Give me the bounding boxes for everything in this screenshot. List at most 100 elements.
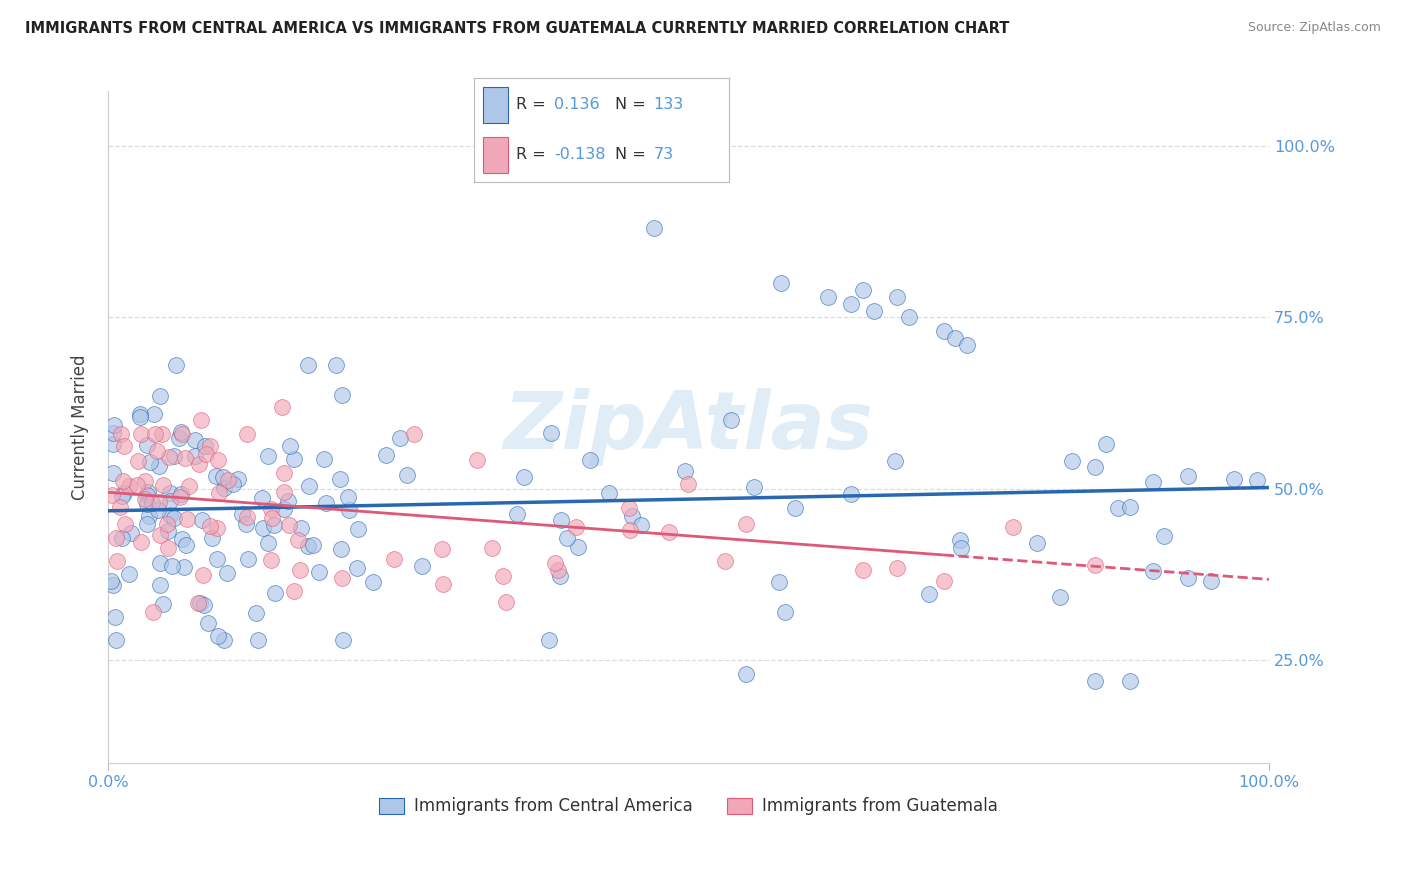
- Point: [465, 453, 488, 467]
- Point: [184, 449, 207, 463]
- Point: [100, 574, 122, 588]
- Point: [297, 539, 319, 553]
- Point: [148, 458, 170, 473]
- Point: [315, 495, 337, 509]
- Point: [312, 452, 335, 467]
- Point: [287, 533, 309, 548]
- Point: [325, 359, 347, 373]
- Point: [148, 494, 170, 508]
- Point: [170, 425, 193, 439]
- Point: [297, 359, 319, 373]
- Point: [112, 486, 135, 500]
- Point: [332, 632, 354, 647]
- Point: [839, 297, 862, 311]
- Point: [720, 413, 742, 427]
- Point: [851, 563, 873, 577]
- Point: [949, 541, 972, 555]
- Point: [163, 511, 186, 525]
- Point: [658, 524, 681, 539]
- Point: [187, 457, 209, 471]
- Point: [277, 518, 299, 533]
- Point: [157, 524, 180, 538]
- Point: [330, 571, 353, 585]
- Point: [1002, 520, 1025, 534]
- Point: [152, 597, 174, 611]
- Point: [886, 561, 908, 575]
- Point: [886, 290, 908, 304]
- Point: [1084, 558, 1107, 573]
- Point: [283, 451, 305, 466]
- Point: [173, 450, 195, 465]
- Point: [101, 467, 124, 481]
- Point: [150, 427, 173, 442]
- Point: [565, 520, 588, 534]
- Point: [547, 563, 569, 577]
- Text: Source: ZipAtlas.com: Source: ZipAtlas.com: [1247, 21, 1381, 35]
- Point: [169, 487, 191, 501]
- Point: [374, 448, 396, 462]
- Point: [302, 538, 325, 552]
- Point: [176, 512, 198, 526]
- Point: [156, 541, 179, 556]
- Point: [118, 566, 141, 581]
- Point: [143, 427, 166, 442]
- Point: [538, 632, 561, 647]
- Point: [101, 578, 124, 592]
- Point: [166, 359, 188, 373]
- Point: [194, 440, 217, 454]
- Point: [336, 490, 359, 504]
- Point: [120, 526, 142, 541]
- Point: [337, 503, 360, 517]
- Point: [252, 521, 274, 535]
- Point: [100, 488, 122, 502]
- Point: [157, 450, 180, 464]
- Point: [163, 450, 186, 464]
- Text: ZipAtlas: ZipAtlas: [503, 388, 873, 467]
- Point: [1107, 500, 1129, 515]
- Point: [104, 531, 127, 545]
- Point: [138, 485, 160, 500]
- Point: [543, 556, 565, 570]
- Point: [839, 487, 862, 501]
- Point: [148, 503, 170, 517]
- Point: [567, 541, 589, 555]
- Point: [346, 561, 368, 575]
- Point: [128, 410, 150, 425]
- Point: [134, 491, 156, 506]
- Point: [363, 575, 385, 590]
- Point: [252, 491, 274, 506]
- Point: [617, 501, 640, 516]
- Point: [141, 496, 163, 510]
- Point: [1025, 536, 1047, 550]
- Point: [235, 516, 257, 531]
- Point: [222, 477, 245, 491]
- Point: [138, 508, 160, 523]
- Point: [775, 605, 797, 619]
- Point: [949, 533, 972, 547]
- Point: [205, 469, 228, 483]
- Point: [506, 508, 529, 522]
- Point: [932, 324, 955, 338]
- Point: [205, 521, 228, 535]
- Point: [540, 425, 562, 440]
- Point: [555, 531, 578, 545]
- Point: [235, 509, 257, 524]
- Point: [246, 632, 269, 647]
- Point: [273, 467, 295, 481]
- Point: [238, 552, 260, 566]
- Point: [278, 439, 301, 453]
- Point: [190, 413, 212, 427]
- Point: [129, 535, 152, 549]
- Point: [945, 331, 967, 345]
- Point: [277, 494, 299, 508]
- Point: [228, 472, 250, 486]
- Point: [328, 472, 350, 486]
- Point: [142, 407, 165, 421]
- Point: [170, 427, 193, 442]
- Point: [481, 541, 503, 555]
- Point: [201, 532, 224, 546]
- Point: [172, 532, 194, 546]
- Point: [290, 564, 312, 578]
- Point: [271, 400, 294, 414]
- Point: [190, 513, 212, 527]
